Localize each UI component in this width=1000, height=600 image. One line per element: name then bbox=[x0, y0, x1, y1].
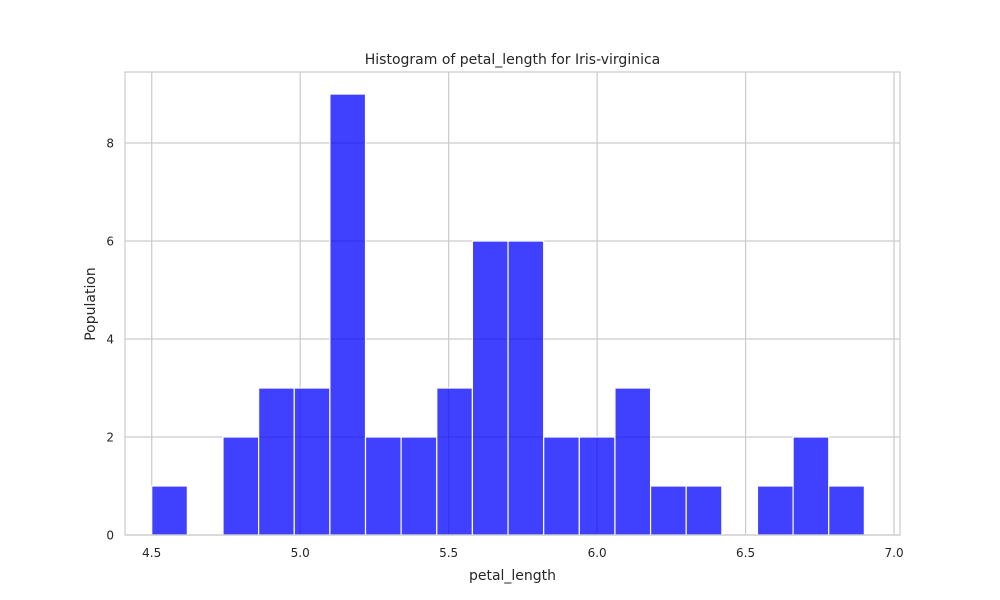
histogram-bar bbox=[756, 485, 794, 536]
histogram-bar bbox=[222, 436, 260, 536]
histogram-bar bbox=[151, 485, 188, 536]
x-tick-label: 5.5 bbox=[439, 546, 458, 560]
y-axis-ticks: 0 2 4 6 8 bbox=[106, 137, 114, 543]
y-axis-label: Population bbox=[83, 267, 99, 341]
histogram-bar bbox=[828, 485, 865, 536]
x-tick-label: 5.0 bbox=[291, 546, 310, 560]
histogram-bar bbox=[400, 436, 438, 536]
histogram-bar bbox=[507, 240, 545, 536]
y-tick-label: 8 bbox=[106, 137, 114, 151]
y-tick-label: 2 bbox=[106, 431, 114, 445]
histogram-bar bbox=[685, 485, 723, 536]
histogram-bars bbox=[151, 93, 865, 536]
x-tick-label: 4.5 bbox=[142, 546, 161, 560]
x-axis-label: petal_length bbox=[469, 568, 556, 584]
y-tick-label: 0 bbox=[106, 529, 114, 543]
histogram-bar bbox=[258, 387, 295, 536]
histogram-bar bbox=[649, 485, 687, 536]
histogram-bar bbox=[436, 387, 474, 536]
histogram-bar bbox=[364, 436, 402, 536]
histogram-bar bbox=[614, 387, 652, 536]
histogram-bar bbox=[578, 436, 616, 536]
histogram-bar bbox=[293, 387, 331, 536]
histogram-bar bbox=[471, 240, 509, 536]
histogram-bar bbox=[792, 436, 830, 536]
y-tick-label: 6 bbox=[106, 235, 114, 249]
y-tick-label: 4 bbox=[106, 333, 114, 347]
histogram-bar bbox=[329, 93, 367, 536]
chart-title: Histogram of petal_length for Iris-virgi… bbox=[365, 52, 661, 68]
x-axis-ticks: 4.5 5.0 5.5 6.0 6.5 7.0 bbox=[142, 546, 903, 560]
x-tick-label: 6.5 bbox=[736, 546, 755, 560]
plot-area-frame bbox=[124, 71, 901, 536]
x-tick-label: 6.0 bbox=[588, 546, 607, 560]
histogram-bar bbox=[543, 436, 580, 536]
x-tick-label: 7.0 bbox=[885, 546, 904, 560]
